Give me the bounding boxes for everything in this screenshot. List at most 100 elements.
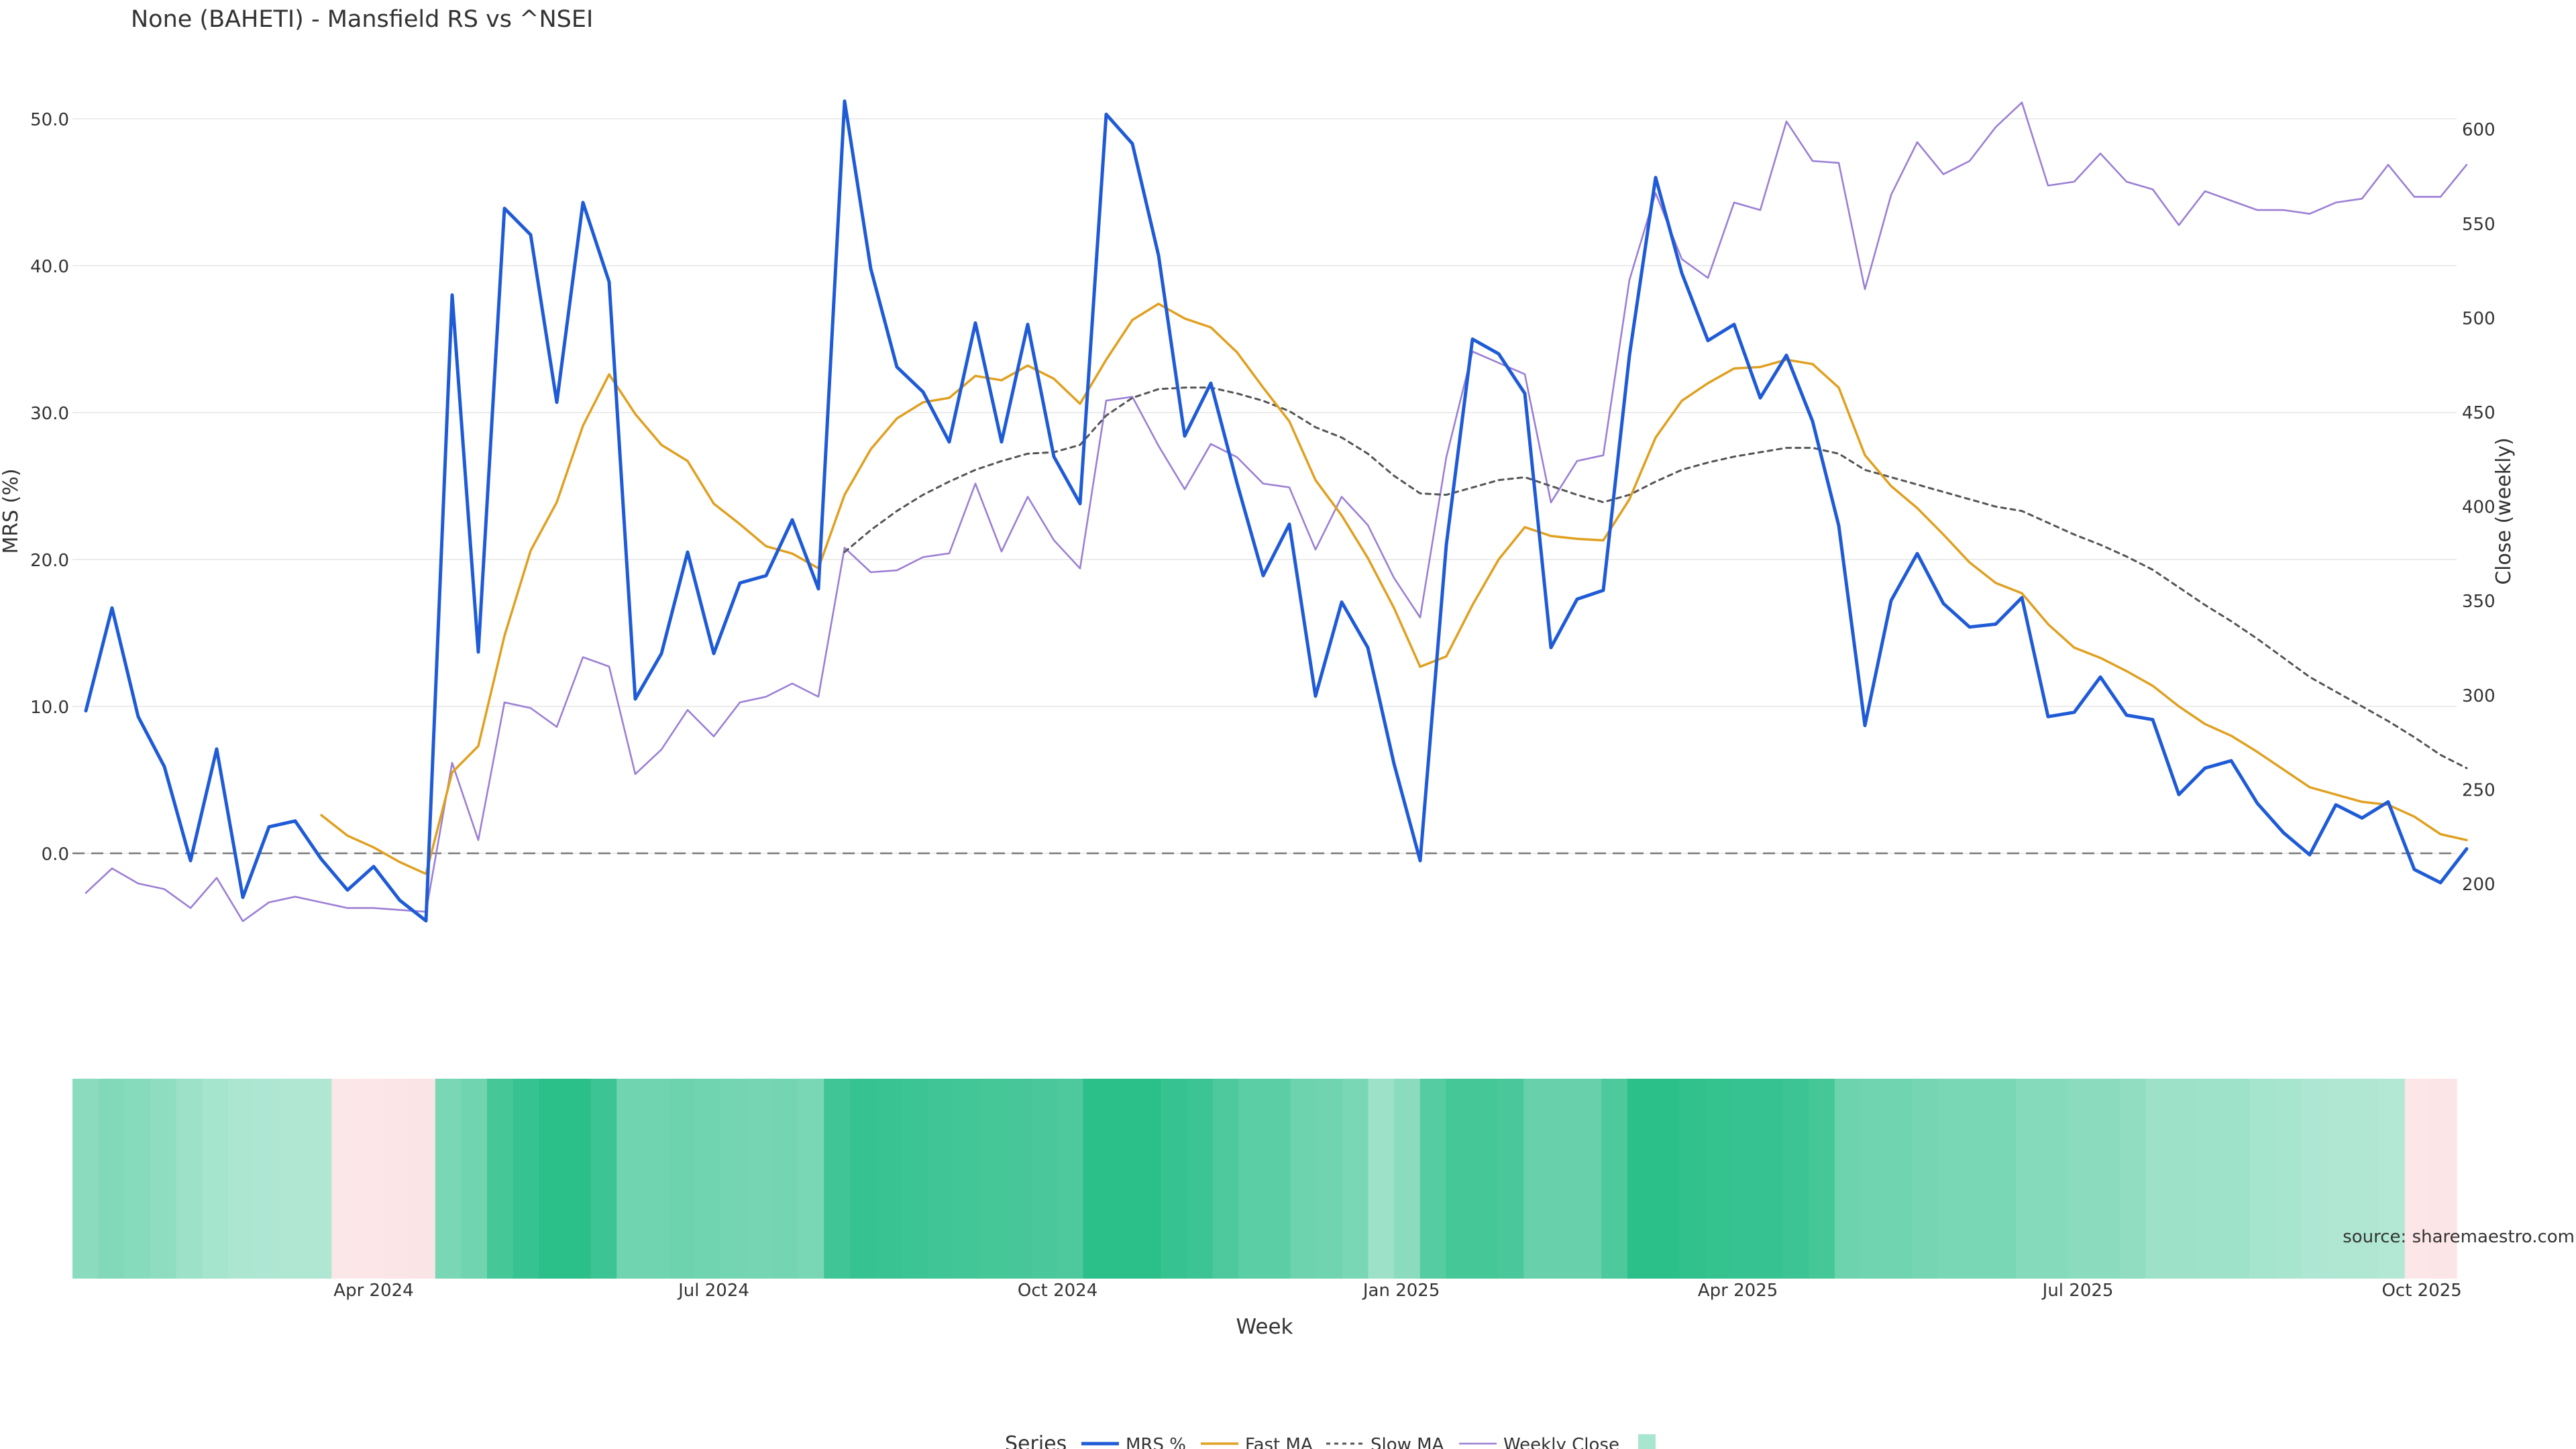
heatmap-cell [2275,1079,2302,1279]
heatmap-cell [1653,1079,1680,1279]
source-credit: source: sharemaestro.com [2343,1227,2575,1247]
legend-item-mrs[interactable]: MRS % [1081,1435,1186,1449]
heatmap-cell [1109,1079,1136,1279]
x-tick-label: Apr 2024 [333,1281,413,1301]
heatmap-cell [2197,1079,2224,1279]
heatmap-cell [1446,1079,1472,1279]
heatmap-cell [2068,1079,2094,1279]
heatmap-cell [2016,1079,2043,1279]
legend-label: Slow MA [1371,1435,1444,1449]
heatmap-cell [1212,1079,1239,1279]
y-tick-label: 50.0 [30,110,69,130]
y-axis-right: 200 250 300 350 400 450 500 550 600 [2462,120,2496,895]
y2-tick-label: 250 [2462,780,2496,800]
heatmap-cell [2041,1079,2069,1279]
x-tick-label: Jul 2025 [2041,1281,2114,1301]
heatmap-cell [1834,1079,1862,1279]
y2-tick-label: 400 [2462,498,2496,518]
legend-label: MRS % [1126,1435,1186,1449]
x-tick-label: Oct 2024 [1018,1281,1097,1301]
heatmap-cell [98,1079,125,1279]
heatmap-cell [2249,1079,2276,1279]
heatmap-cell [1161,1079,1187,1279]
heatmap-cell [798,1079,824,1279]
heatmap-cell [331,1079,358,1279]
y-tick-label: 30.0 [30,404,69,424]
heatmap-cell [1238,1079,1265,1279]
heatmap-cell [668,1079,695,1279]
heatmap-cell [2379,1079,2406,1279]
heatmap-cell [1187,1079,1214,1279]
heatmap-cell [849,1079,877,1279]
heatmap-cell [772,1079,799,1279]
heatmap-cell [1575,1079,1602,1279]
heatmap-cell [1472,1079,1499,1279]
heatmap-cell [1368,1079,1395,1279]
mrs-line [84,99,2469,923]
heatmap-cell [2145,1079,2172,1279]
heatmap-cell [1497,1079,1524,1279]
heatmap-cell [824,1079,851,1279]
heatmap-cell [2171,1079,2198,1279]
heatmap-cell [513,1079,539,1279]
heatmap-cell [902,1079,928,1279]
heatmap-cell [1860,1079,1887,1279]
heatmap-cell [150,1079,177,1279]
y2-tick-label: 300 [2462,686,2496,706]
fast-ma-line [320,303,2468,875]
heatmap-cell [1886,1079,1913,1279]
heatmap-cell [409,1079,436,1279]
heatmap-cell [1342,1079,1369,1279]
heatmap-cell [254,1079,280,1279]
heatmap-cell [2223,1079,2250,1279]
heatmap-cell [2119,1079,2147,1279]
heatmap-cell [616,1079,643,1279]
x-axis-label: Week [1236,1315,1293,1339]
heatmap-cell [1731,1079,1758,1279]
heatmap-cell [1316,1079,1343,1279]
heatmap-cell [1809,1079,1835,1279]
x-axis: Apr 2024 Jul 2024 Oct 2024 Jan 2025 Apr 2025… [333,1281,2462,1301]
legend-item-heatmap[interactable] [1638,1434,1656,1449]
y-axis-left-label: MRS (%) [0,468,23,553]
heatmap-cell [746,1079,773,1279]
y-tick-label: 10.0 [30,698,69,718]
heatmap-cell [1782,1079,1809,1279]
x-tick-label: Jul 2024 [677,1281,749,1301]
heatmap-cell [979,1079,1006,1279]
y-tick-label: 20.0 [30,551,69,571]
heatmap-cell [1394,1079,1421,1279]
heatmap-cell [383,1079,410,1279]
y-tick-label: 40.0 [30,257,69,277]
heatmap-cell [953,1079,980,1279]
heatmap-cell [1290,1079,1317,1279]
heatmap-cell [72,1079,99,1279]
heatmap-cell [1523,1079,1550,1279]
heatmap-cell [2326,1079,2354,1279]
heatmap-cell [564,1079,592,1279]
heatmap-cell [539,1079,566,1279]
heatmap-cell [694,1079,721,1279]
y-axis-right-label: Close (weekly) [2492,437,2516,585]
legend-item-fast-ma[interactable]: Fast MA [1201,1435,1313,1449]
legend-label: Fast MA [1245,1435,1313,1449]
y-axis-left: 0.0 10.0 20.0 30.0 40.0 50.0 [30,110,69,865]
y2-tick-label: 550 [2462,215,2496,235]
heatmap-cell [1549,1079,1576,1279]
heatmap-cell [1419,1079,1447,1279]
y-tick-label: 0.0 [42,845,69,865]
y2-tick-label: 500 [2462,309,2496,329]
heatmap-cell [1005,1079,1032,1279]
legend: Series MRS % Fast MA Slow MA Weekly Close [1005,1432,1656,1449]
legend-item-weekly-close[interactable]: Weekly Close [1459,1435,1619,1449]
heatmap-cell [1134,1079,1162,1279]
chart-title: None (BAHETI) - Mansfield RS vs ^NSEI [131,6,593,33]
heatmap-cell [1265,1079,1291,1279]
heatmap-cell [1938,1079,1965,1279]
legend-item-slow-ma[interactable]: Slow MA [1326,1435,1444,1449]
heatmap-cell [461,1079,488,1279]
heatmap-cell [305,1079,332,1279]
heatmap-cell [435,1079,462,1279]
gridlines [72,118,2457,854]
